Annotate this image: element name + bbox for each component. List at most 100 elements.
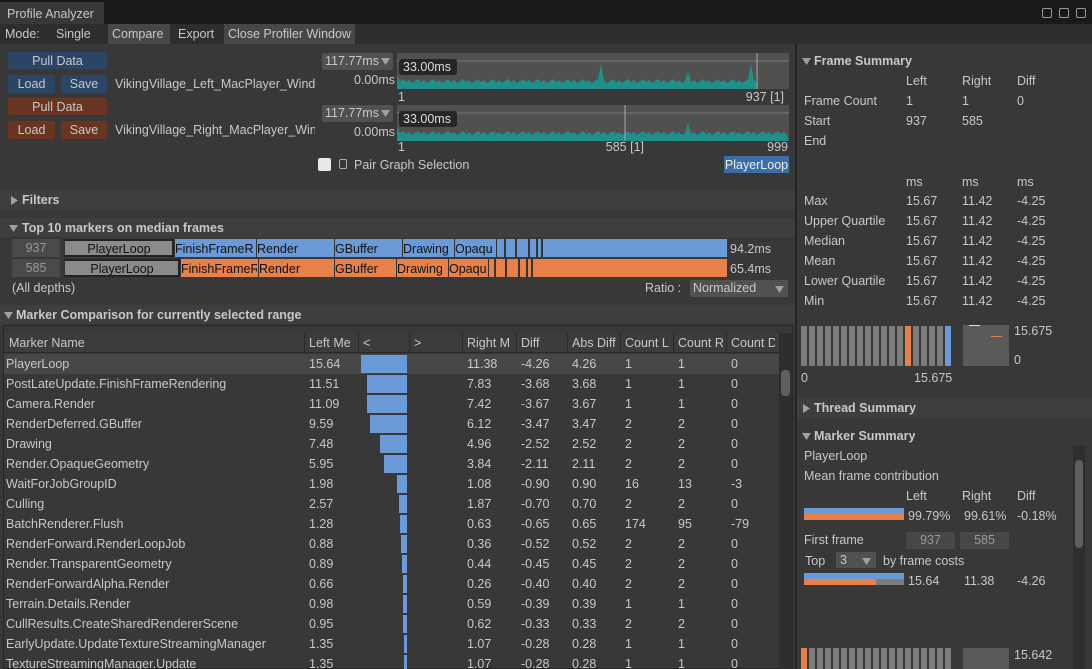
label[interactable]: 3	[840, 553, 847, 567]
dropdown-arrow[interactable]	[862, 557, 871, 566]
frame-graph[interactable]	[397, 105, 789, 141]
marker-segment[interactable]	[454, 239, 496, 257]
button-label[interactable]: Load	[17, 123, 46, 137]
marker-segment[interactable]	[334, 239, 402, 257]
marker-segment[interactable]	[529, 239, 536, 257]
column-header[interactable]: Marker Name	[9, 336, 85, 350]
column-header[interactable]: <	[363, 336, 371, 350]
mode-tab[interactable]	[108, 24, 170, 44]
dropdown-arrow[interactable]	[775, 285, 784, 294]
dropdown-arrow[interactable]	[381, 57, 390, 66]
marker-name[interactable]: RenderForward.RenderLoopJob	[6, 537, 186, 551]
load-button[interactable]	[8, 121, 55, 139]
column-header[interactable]: Count L	[625, 336, 669, 350]
marker-name[interactable]: TextureStreamingManager.Update	[6, 657, 197, 669]
range-dropdown[interactable]	[322, 53, 393, 70]
marker-name[interactable]: Render.TransparentGeometry	[6, 557, 172, 571]
marker-segment[interactable]	[396, 259, 448, 277]
marker-name[interactable]: Culling	[6, 497, 45, 511]
marker-segment[interactable]	[180, 259, 258, 277]
marker-name[interactable]: Drawing	[6, 437, 52, 451]
scrollbar-thumb[interactable]	[781, 370, 790, 396]
marker-name[interactable]: Terrain.Details.Render	[6, 597, 131, 611]
marker-segment[interactable]	[519, 259, 526, 277]
frame-graph[interactable]	[397, 53, 789, 89]
label[interactable]: Normalized	[693, 281, 757, 295]
foldout-arrow[interactable]	[4, 311, 13, 320]
column-header[interactable]: Right M	[467, 336, 511, 350]
pull-button[interactable]	[8, 52, 107, 69]
save-button[interactable]	[61, 121, 107, 139]
marker-name[interactable]: RenderDeferred.GBuffer	[6, 417, 142, 431]
marker-name[interactable]: EarlyUpdate.UpdateTextureStreamingManage…	[6, 637, 266, 651]
marker-segment[interactable]	[505, 239, 515, 257]
marker-name[interactable]: Camera.Render	[6, 397, 95, 411]
marker-segment[interactable]	[334, 259, 396, 277]
marker-segment[interactable]	[256, 239, 334, 257]
column-header[interactable]: Count R	[678, 336, 724, 350]
marker-segment[interactable]	[532, 259, 727, 277]
button-label[interactable]: Pull Data	[32, 100, 83, 114]
button-label[interactable]: Load	[17, 77, 46, 91]
frame-button[interactable]	[906, 532, 955, 549]
marker-segment[interactable]	[64, 239, 174, 257]
marker-segment[interactable]	[496, 239, 504, 257]
marker-segment[interactable]	[537, 239, 541, 257]
marker-name[interactable]: PlayerLoop	[6, 357, 70, 371]
foldout-arrow[interactable]	[802, 404, 811, 413]
range-value[interactable]: 117.77ms	[325, 54, 379, 68]
column-header[interactable]: Left Me	[309, 336, 351, 350]
marker-segment[interactable]	[516, 239, 528, 257]
marker-name[interactable]: Render.OpaqueGeometry	[6, 457, 150, 471]
lock-icon[interactable]	[339, 159, 347, 169]
marker-name[interactable]: CullResults.CreateSharedRendererScene	[6, 617, 239, 631]
marker-segment[interactable]	[488, 259, 494, 277]
column-header[interactable]: >	[414, 336, 422, 350]
marker-segment[interactable]	[542, 239, 727, 257]
marker-segment[interactable]	[174, 239, 256, 257]
marker-segment[interactable]	[506, 259, 518, 277]
label[interactable]: Filters	[22, 193, 60, 207]
range-value[interactable]: 117.77ms	[325, 106, 379, 120]
button-label[interactable]: Save	[69, 77, 99, 91]
scrollbar-thumb[interactable]	[1075, 460, 1083, 548]
marker-name[interactable]: BatchRenderer.Flush	[6, 517, 124, 531]
mode-tab-label[interactable]: Export	[178, 27, 215, 41]
dropdown-arrow[interactable]	[381, 109, 390, 118]
window-button[interactable]	[1042, 8, 1052, 18]
label[interactable]: 585	[974, 533, 995, 547]
column-header[interactable]: Abs Diff	[572, 336, 616, 350]
column-header[interactable]: Diff	[521, 336, 540, 350]
frame-button[interactable]	[960, 532, 1009, 549]
comparison-header[interactable]	[0, 305, 795, 324]
marker-segment[interactable]	[258, 259, 334, 277]
foldout-arrow[interactable]	[802, 57, 811, 66]
marker-segment[interactable]	[402, 239, 454, 257]
foldout-arrow[interactable]	[10, 196, 19, 205]
column-header[interactable]: Count D	[731, 336, 775, 350]
range-dropdown[interactable]	[322, 105, 393, 122]
pair-checkbox[interactable]	[318, 158, 331, 171]
ratio-dropdown[interactable]	[690, 280, 788, 297]
window-button[interactable]	[1059, 8, 1069, 18]
foldout-arrow[interactable]	[802, 432, 811, 441]
label[interactable]: 937	[920, 533, 941, 547]
button-label[interactable]: Save	[69, 123, 99, 137]
mode-tab-label[interactable]: Close Profiler Window	[228, 27, 351, 41]
pull-button[interactable]	[8, 98, 107, 115]
filters-header[interactable]	[0, 190, 795, 210]
load-button[interactable]	[8, 75, 55, 93]
foldout-arrow[interactable]	[9, 224, 18, 233]
mode-tab-label[interactable]: Single	[56, 27, 91, 41]
button-label[interactable]: Pull Data	[32, 54, 83, 68]
top10-header[interactable]	[0, 218, 795, 237]
marker-name[interactable]: PostLateUpdate.FinishFrameRendering	[6, 377, 227, 391]
marker-name[interactable]: RenderForwardAlpha.Render	[6, 577, 170, 591]
label[interactable]: Pair Graph Selection	[354, 158, 470, 172]
marker-segment[interactable]	[64, 259, 180, 277]
mode-tab-label[interactable]: Compare	[112, 27, 164, 41]
marker-segment[interactable]	[527, 259, 531, 277]
mode-tab[interactable]	[224, 24, 355, 44]
marker-segment[interactable]	[448, 259, 488, 277]
thread-summary-header[interactable]	[797, 398, 1092, 418]
